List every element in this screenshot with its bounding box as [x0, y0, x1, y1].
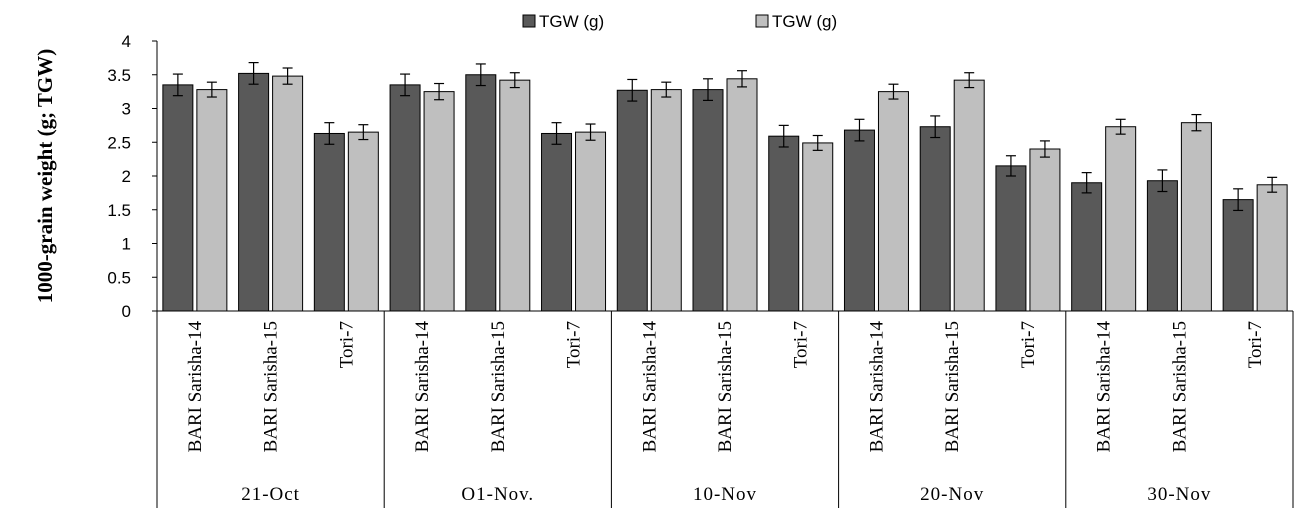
x-category-label: Tori-7: [1245, 321, 1266, 368]
bar-series-1: [465, 74, 497, 312]
bar-series-2: [499, 79, 531, 312]
bar-series-1: [238, 72, 270, 312]
bar-series-1: [919, 126, 951, 312]
bar-series-1: [692, 89, 724, 312]
bar-series-1: [1071, 182, 1103, 312]
bar-series-1: [995, 165, 1027, 312]
bar-series-2: [272, 75, 304, 312]
bar-series-1: [162, 84, 194, 312]
legend: TGW (g) TGW (g): [522, 12, 837, 31]
x-group-label: 21-Oct: [241, 484, 300, 505]
y-tick-label: 4: [122, 32, 131, 51]
x-category-label: BARI Sarisha-14: [1094, 321, 1115, 453]
y-tick-label: 1: [122, 235, 131, 254]
y-tick-label: 0: [122, 302, 131, 321]
y-tick-label: 1.5: [107, 201, 131, 220]
x-group-label: 30-Nov: [1147, 484, 1211, 505]
x-category-label: BARI Sarisha-15: [488, 321, 509, 452]
x-category-label: Tori-7: [564, 321, 585, 368]
plot-area: 0 0.5 1 1.5 2 2.5 3 3.5 4 BARI Sarisha-14 BARI Sar…: [107, 32, 1294, 508]
y-tick-label: 2.5: [107, 133, 131, 152]
bar-series-1: [389, 84, 421, 312]
bar-series-1: [616, 89, 648, 312]
x-category-label: Tori-7: [1018, 321, 1039, 368]
y-tick-label: 0.5: [107, 268, 131, 287]
bar-series-1: [541, 132, 573, 312]
x-category-label: Tori-7: [791, 321, 812, 368]
bar-series-2: [575, 131, 607, 312]
legend-label-series-2: TGW (g): [772, 12, 837, 31]
y-tick-label: 2: [122, 167, 131, 186]
bar-series-2: [1105, 126, 1137, 312]
x-category-label: BARI Sarisha-14: [639, 321, 660, 453]
bar-series-2: [1180, 122, 1212, 312]
y-tick-label: 3: [122, 100, 131, 119]
y-tick-label: 3.5: [107, 66, 131, 85]
x-group-label: 20-Nov: [920, 484, 984, 505]
x-category-label: BARI Sarisha-15: [261, 321, 282, 452]
x-category-label: BARI Sarisha-15: [942, 321, 963, 452]
bar-series-2: [196, 89, 228, 312]
bar-series-2: [423, 91, 455, 312]
bar-series-2: [953, 79, 985, 312]
bar-series-2: [877, 91, 909, 312]
legend-label-series-1: TGW (g): [539, 12, 604, 31]
x-group-label: 10-Nov: [693, 484, 757, 505]
x-group-label: O1-Nov.: [461, 484, 534, 505]
bar-series-2: [1029, 148, 1061, 312]
legend-swatch-series-2: [755, 14, 769, 28]
x-category-label: BARI Sarisha-15: [1169, 321, 1190, 452]
x-category-label: Tori-7: [336, 321, 357, 368]
bar-series-2: [1256, 184, 1288, 312]
x-category-label: BARI Sarisha-14: [412, 321, 433, 453]
x-category-label: BARI Sarisha-14: [866, 321, 887, 453]
bar-series-2: [650, 89, 682, 312]
x-category-label: BARI Sarisha-15: [715, 321, 736, 452]
bar-series-1: [1222, 199, 1254, 312]
x-category-label: BARI Sarisha-14: [185, 321, 206, 453]
bar-series-1: [1146, 180, 1178, 312]
bar-series-1: [768, 135, 800, 312]
bar-series-2: [726, 78, 758, 312]
bar-series-1: [313, 132, 345, 312]
bar-series-1: [843, 129, 875, 312]
bar-series-2: [802, 142, 834, 312]
bar-series-2: [347, 131, 379, 312]
y-axis-label: 1000-grain weight (g; TGW): [33, 49, 57, 304]
legend-swatch-series-1: [522, 14, 536, 28]
